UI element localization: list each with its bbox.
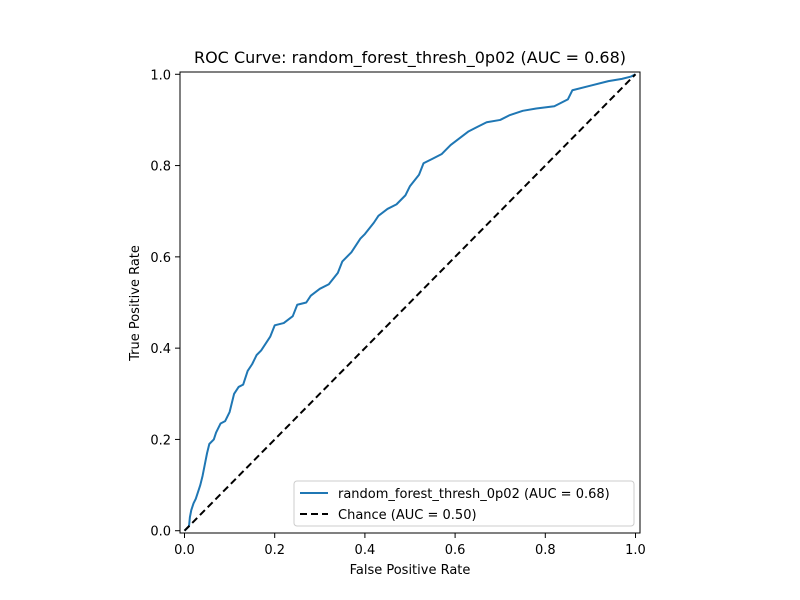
y-tick-label: 0.2 [150, 433, 171, 448]
legend: random_forest_thresh_0p02 (AUC = 0.68) Ch… [293, 480, 635, 527]
x-tick-label: 1.0 [625, 543, 646, 558]
legend-box [293, 480, 635, 527]
x-tick-label: 0.8 [535, 543, 556, 558]
y-tick-label: 0.0 [150, 525, 171, 540]
x-axis-label: False Positive Rate [350, 563, 471, 578]
axes-frame [179, 71, 641, 534]
chart-title: ROC Curve: random_forest_thresh_0p02 (AU… [194, 48, 626, 68]
y-axis-label: True Positive Rate [128, 245, 143, 362]
y-tick-label: 1.0 [150, 68, 171, 83]
x-tick-label: 0.2 [264, 543, 285, 558]
y-tick-label: 0.8 [150, 160, 171, 175]
chance-line [183, 73, 637, 532]
legend-label: Chance (AUC = 0.50) [338, 508, 477, 523]
x-tick-label: 0.4 [355, 543, 376, 558]
x-tick-label: 0.6 [445, 543, 466, 558]
legend-label: random_forest_thresh_0p02 (AUC = 0.68) [338, 487, 610, 502]
plot-area: 0.0 0.2 0.4 0.6 0.8 1.0 0.0 0.2 0.4 0.6 0.8 1.0 [150, 68, 646, 558]
x-tick-label: 0.0 [174, 543, 195, 558]
roc-curve-line [183, 73, 636, 532]
y-tick-label: 0.6 [150, 251, 171, 266]
y-tick-label: 0.4 [150, 342, 171, 357]
